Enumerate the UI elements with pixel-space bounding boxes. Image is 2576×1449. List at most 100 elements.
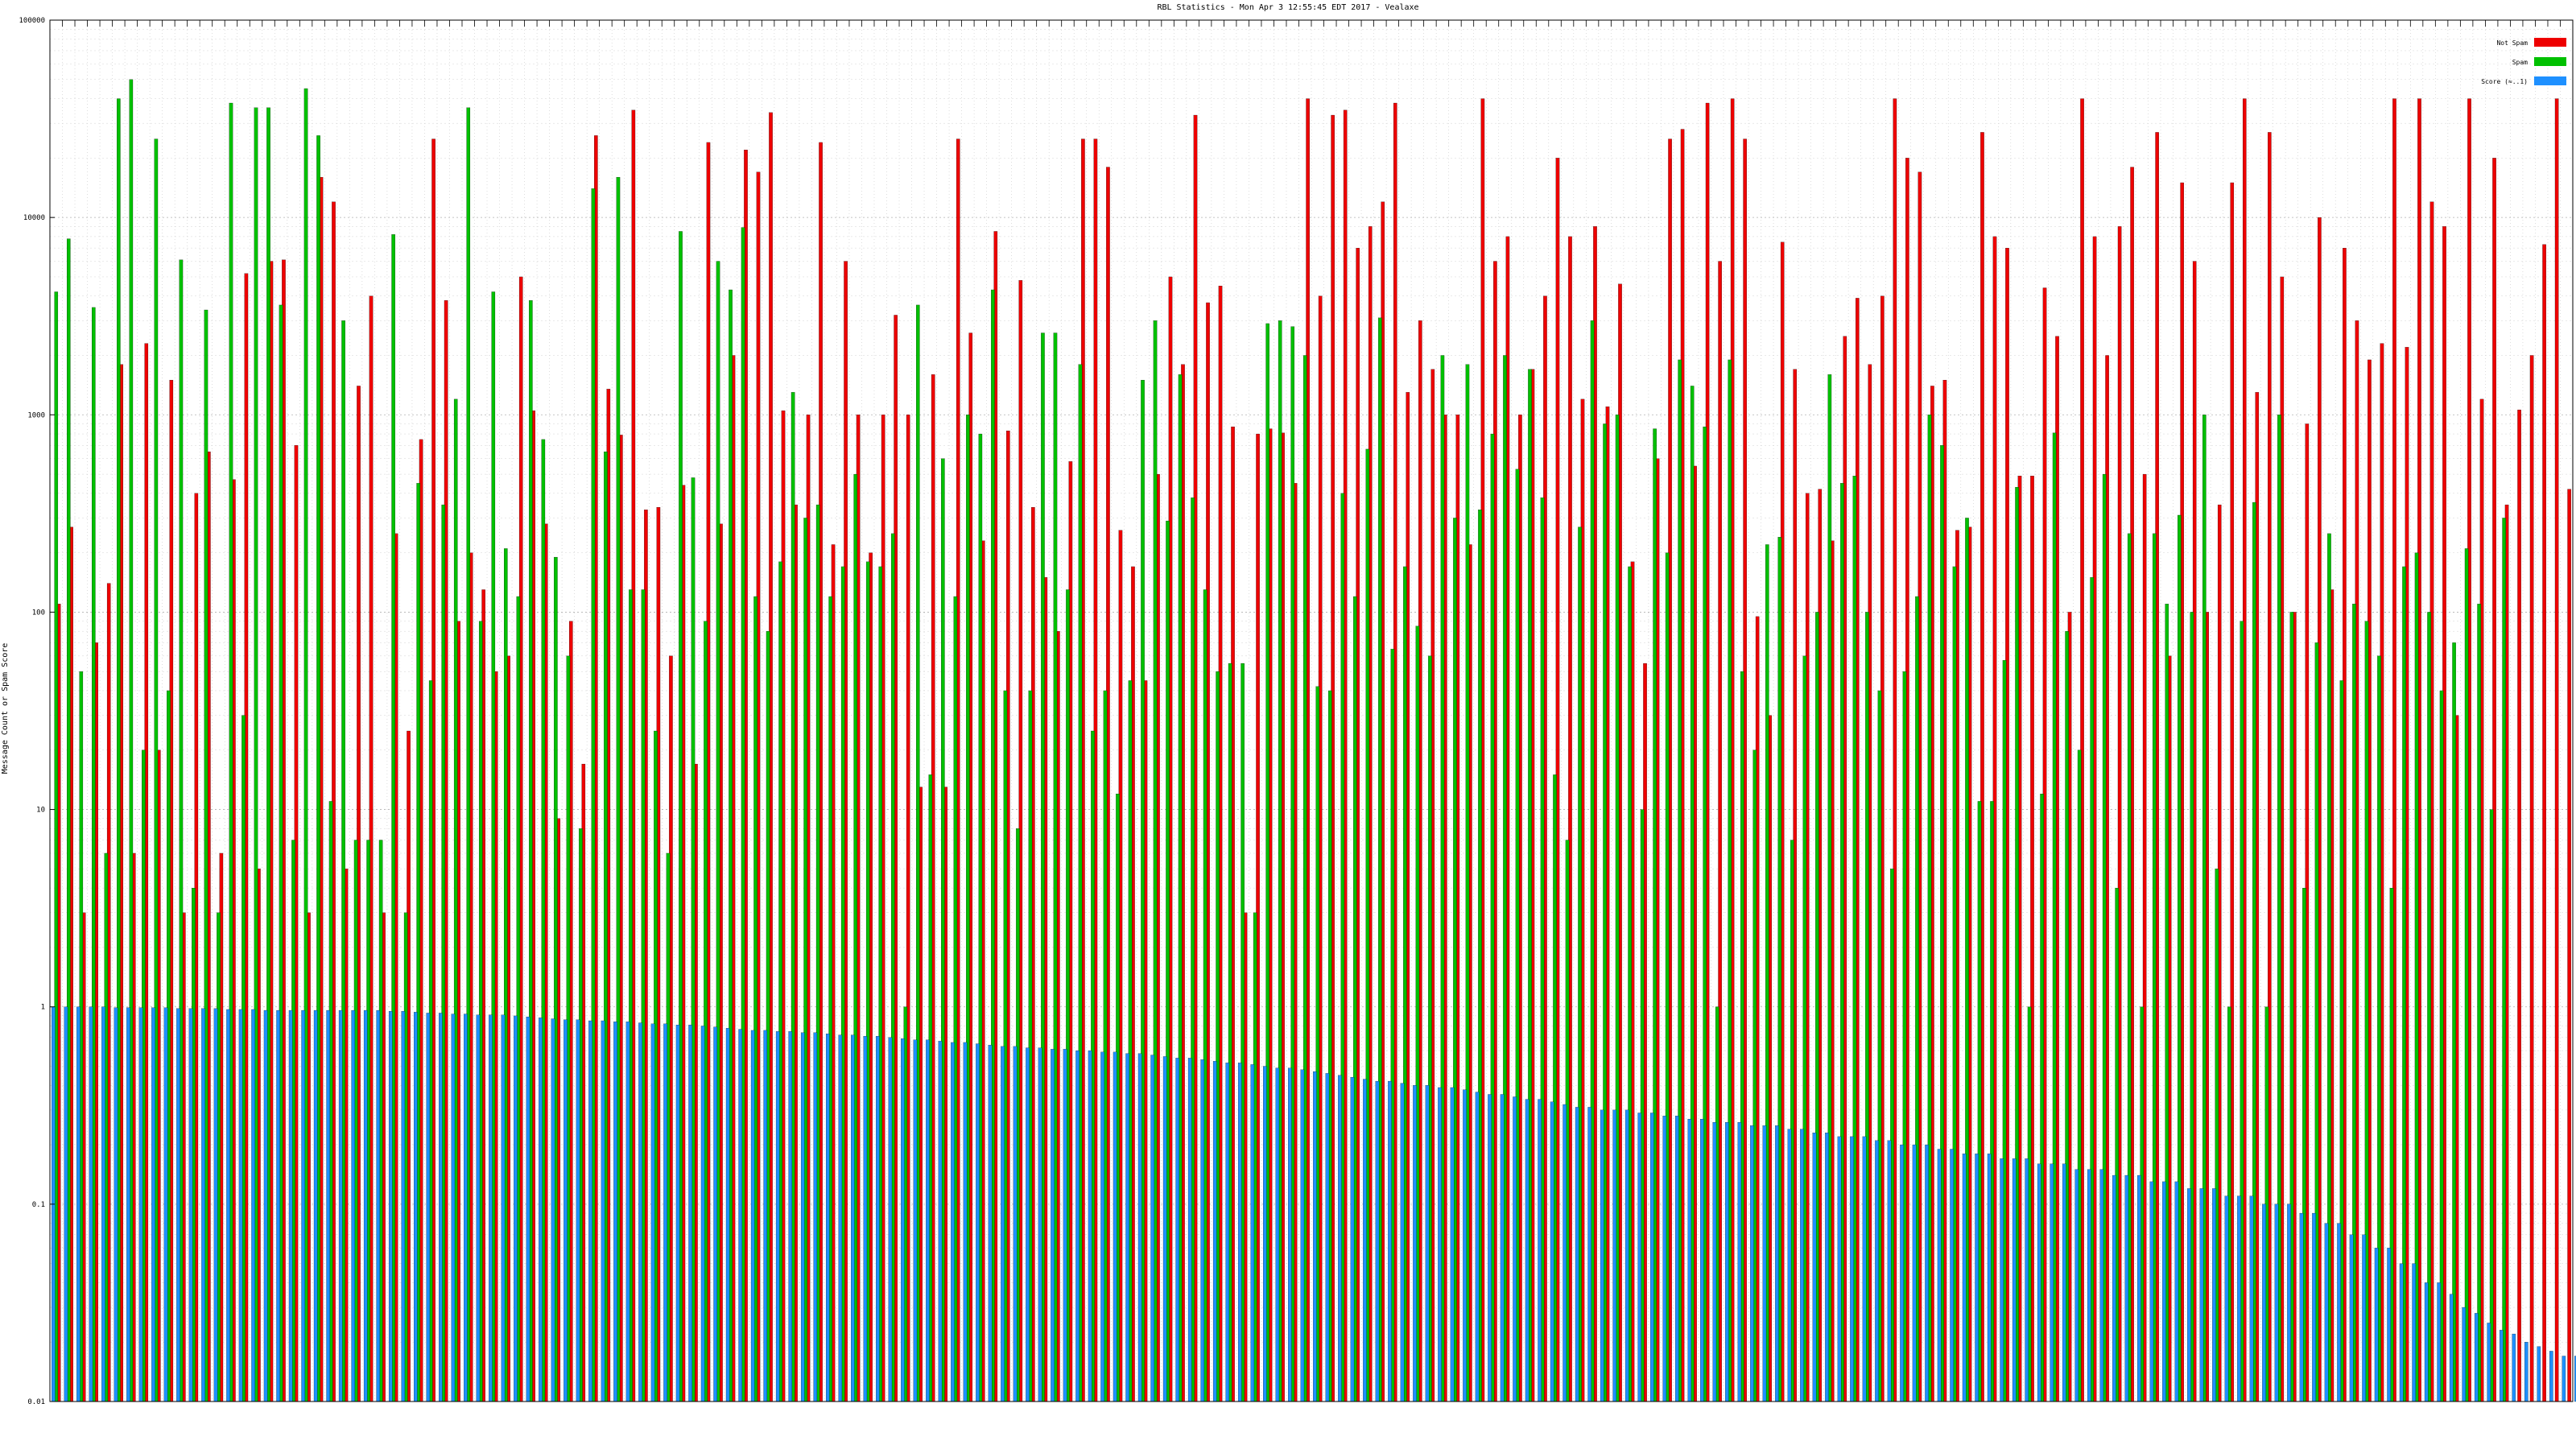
bar [1875, 1140, 1879, 1402]
bar [338, 1009, 343, 1402]
legend-swatch [2534, 57, 2566, 66]
bar [363, 1009, 368, 1402]
bar [2462, 1307, 2466, 1402]
bar [2337, 1223, 2341, 1402]
bar [963, 1042, 968, 1402]
bar [2299, 1212, 2304, 1402]
bar [326, 1009, 330, 1402]
bar [1624, 1109, 1629, 1402]
bar [426, 1013, 431, 1402]
bar [800, 1032, 805, 1402]
bar [976, 1043, 980, 1402]
bar [1725, 1122, 1729, 1402]
y-tick-label: 0.1 [32, 1201, 45, 1209]
bar [1200, 1059, 1204, 1402]
legend: Not Spam Spam Score (≈..1) [2481, 38, 2566, 85]
legend-swatch [2534, 76, 2566, 85]
bar [2517, 409, 2521, 1402]
bar [89, 1006, 93, 1402]
bar [1649, 1113, 1654, 1402]
bar [663, 1023, 667, 1402]
bar [1737, 1122, 1742, 1402]
bar [1862, 1136, 1867, 1402]
bar [1762, 1125, 1767, 1402]
series-score- [52, 1006, 2576, 1402]
bar [788, 1031, 793, 1402]
bar [1925, 1144, 1929, 1402]
bar [288, 1009, 293, 1402]
bar [1137, 1053, 1142, 1402]
bar [638, 1022, 642, 1402]
chart-title: RBL Statistics - Mon Apr 3 12:55:45 EDT … [1157, 3, 1418, 12]
bar [1538, 1099, 1542, 1402]
bar [1001, 1046, 1005, 1402]
bar [2112, 1174, 2116, 1402]
bar [451, 1013, 456, 1402]
bar [2149, 1181, 2154, 1402]
bar [1100, 1051, 1104, 1402]
bar [551, 1018, 555, 1402]
bar [2037, 1163, 2041, 1402]
bar [1662, 1116, 1667, 1402]
bar [226, 1009, 230, 1402]
y-axis-label: Message Count or Spam Score [1, 643, 10, 774]
bar [1162, 1056, 1167, 1402]
bar [151, 1007, 155, 1402]
bar [2124, 1174, 2129, 1402]
bar [838, 1034, 843, 1402]
bar [2349, 1234, 2354, 1402]
bar [576, 1019, 580, 1402]
bar [2087, 1169, 2091, 1402]
bar [713, 1026, 717, 1402]
bar [1937, 1149, 1942, 1402]
bar [1887, 1140, 1892, 1402]
bar [413, 1012, 418, 1402]
bar [2050, 1163, 2054, 1402]
bar [1488, 1094, 1492, 1402]
bar [526, 1016, 530, 1402]
bar [2567, 489, 2571, 1402]
bar [738, 1029, 742, 1402]
bar [2529, 355, 2534, 1402]
y-tick-label: 100000 [19, 17, 45, 25]
bar [876, 1036, 880, 1402]
bar [351, 1009, 355, 1402]
bar [688, 1025, 692, 1402]
bar [1026, 1047, 1030, 1402]
legend-swatch [2534, 38, 2566, 47]
bar [1712, 1122, 1717, 1402]
bar [2554, 98, 2559, 1402]
bar [2387, 1248, 2391, 1402]
bar [2262, 1203, 2266, 1402]
bar [476, 1014, 481, 1402]
bar [1150, 1055, 1154, 1402]
grid-lines [49, 20, 2574, 1402]
bar [2287, 1203, 2291, 1402]
bar [1400, 1083, 1405, 1402]
bar [1300, 1069, 1305, 1402]
bar [564, 1019, 568, 1402]
bar [2487, 1323, 2491, 1402]
bar [2137, 1174, 2141, 1402]
bar [2025, 1158, 2029, 1402]
bar [539, 1018, 543, 1402]
bar [1450, 1087, 1455, 1402]
bar [188, 1008, 193, 1402]
bar [1388, 1080, 1392, 1402]
legend-label: Spam [2512, 59, 2528, 66]
bar [1313, 1071, 1317, 1402]
bar [1950, 1149, 1954, 1402]
bar [1550, 1101, 1554, 1402]
bar [725, 1028, 730, 1402]
bar [2274, 1203, 2279, 1402]
plot-frame [49, 19, 2574, 1402]
bar [1987, 1154, 1992, 1402]
bar [2437, 1282, 2441, 1402]
bar [2424, 1282, 2429, 1402]
bar [1275, 1067, 1280, 1402]
series-spam [54, 79, 2506, 1402]
bar [313, 1009, 318, 1402]
bar [926, 1039, 930, 1402]
bar [1212, 1061, 1217, 1402]
